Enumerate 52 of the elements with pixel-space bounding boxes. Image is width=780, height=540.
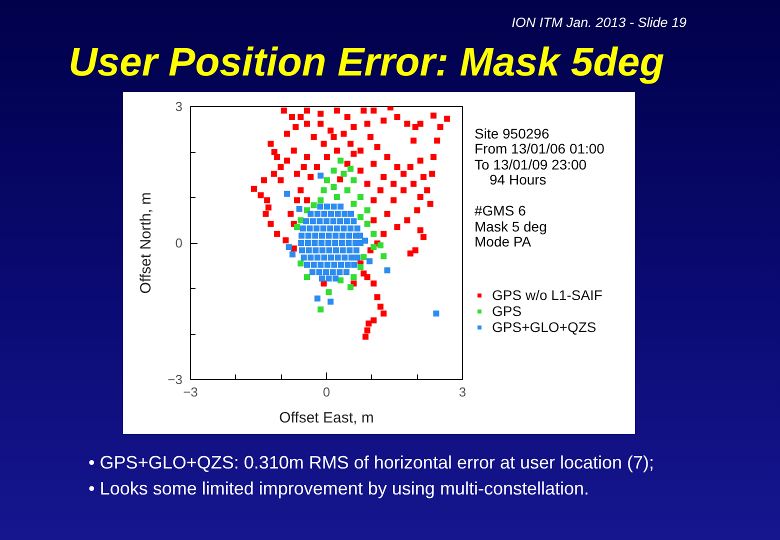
point (318, 306, 324, 312)
point (377, 242, 384, 248)
point (358, 194, 364, 200)
text: • GPS+GLO+QZS: 0.310m RMS of horizontal error at user location (7); (88, 452, 654, 472)
point (364, 207, 370, 214)
point (360, 254, 367, 260)
point (334, 194, 340, 200)
text: ION ITM Jan. 2013 - Slide 19 (512, 15, 687, 30)
point (358, 214, 364, 220)
point (350, 177, 357, 184)
point (330, 168, 337, 174)
point (344, 187, 350, 194)
text: To 13/01/09 23:00 (474, 156, 587, 172)
text: Site 950296 (474, 126, 550, 142)
x-tick-label: 0 (322, 384, 330, 400)
text: 94 Hours (490, 172, 546, 188)
point (320, 187, 327, 194)
point (294, 224, 300, 230)
point (370, 244, 377, 250)
point (348, 284, 354, 290)
point (358, 264, 364, 270)
point (304, 274, 310, 280)
point (318, 197, 324, 204)
y-tick-label: −3 (168, 372, 183, 387)
point (348, 166, 354, 172)
text: Mask 5 deg (474, 218, 547, 234)
x-axis-title: Offset East, m (279, 410, 374, 426)
y-axis-title: Offset North, m (138, 192, 155, 294)
text: #GMS 6 (474, 202, 526, 218)
point (324, 177, 330, 184)
point (326, 289, 332, 296)
point (338, 158, 344, 164)
x-tick-label: 3 (458, 384, 466, 400)
text: • Looks some limited improvement by using multi-constellation. (88, 478, 590, 498)
chart-title: User Position Error: Mask 5deg (68, 40, 664, 84)
y-tick-label: 0 (175, 236, 183, 250)
point (340, 170, 347, 177)
y-tick-label: 3 (175, 99, 183, 114)
point (364, 220, 370, 227)
point (350, 274, 357, 280)
legend-label: GPS+GLO+QZS (492, 319, 596, 335)
point (370, 230, 377, 237)
point (380, 253, 387, 260)
legend-label: GPS w/o L1-SAIF (492, 287, 602, 303)
point (350, 200, 357, 207)
point (298, 217, 304, 224)
point (310, 202, 317, 208)
text: From 13/01/06 01:00 (474, 140, 605, 156)
text: Mode PA (474, 234, 532, 250)
point (298, 260, 304, 266)
legend-label: GPS (492, 303, 522, 319)
point (330, 184, 337, 190)
